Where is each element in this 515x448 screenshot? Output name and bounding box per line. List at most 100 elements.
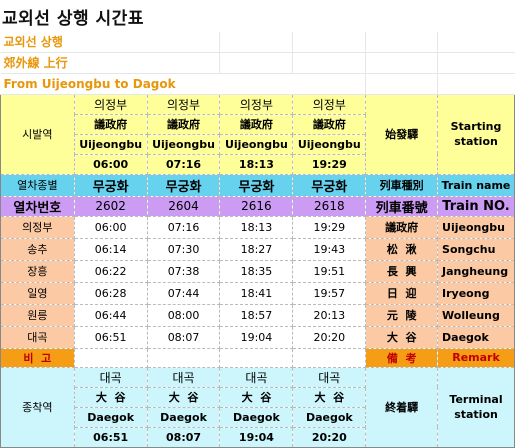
terminal-station-ko: 대곡	[219, 366, 294, 388]
terminal-station-hanja: 大 谷	[73, 386, 148, 408]
remark-label-hanja: 備 考	[365, 347, 439, 368]
stop-name-hanja: 議政府	[365, 215, 439, 239]
terminal-station-hanja: 大 谷	[292, 386, 367, 408]
terminal-time: 20:20	[292, 426, 367, 448]
terminal-station-ko: 대곡	[292, 366, 367, 388]
terminal-station-en: Daegok	[73, 406, 148, 428]
page-title: 교외선 상행 시간표	[2, 9, 144, 29]
stop-time: 19:43	[292, 237, 367, 261]
terminal-station-en: Daegok	[292, 406, 367, 428]
stop-time: 08:07	[146, 325, 221, 349]
train-type-value: 무궁화	[73, 173, 148, 197]
stop-time: 06:14	[73, 237, 148, 261]
stop-name-hanja: 松 湫	[365, 237, 439, 261]
train-type-label: 열차종별	[0, 173, 75, 197]
stop-time: 06:51	[73, 325, 148, 349]
stop-name-ko: 일영	[0, 281, 75, 305]
origin-station-hanja: 議政府	[73, 113, 148, 135]
origin-station-hanja: 議政府	[146, 113, 221, 135]
train-type-value: 무궁화	[146, 173, 221, 197]
stop-time: 06:44	[73, 303, 148, 327]
terminal-station-hanja: 大 谷	[219, 386, 294, 408]
stop-time: 18:57	[219, 303, 294, 327]
terminal-label-en: Terminal station	[437, 366, 515, 448]
train-no-value: 2604	[146, 195, 221, 217]
header-line-en: From Uijeongbu to Dagok	[0, 73, 293, 95]
stop-time: 07:44	[146, 281, 221, 305]
stop-name-en: Wolleung	[437, 303, 515, 327]
train-type-label-hanja: 列車種別	[365, 173, 439, 197]
stop-time: 07:38	[146, 259, 221, 283]
train-no-label-en: Train NO.	[437, 195, 515, 217]
origin-time: 07:16	[146, 153, 221, 175]
remark-label-en: Remark	[437, 347, 515, 368]
stop-time: 06:28	[73, 281, 148, 305]
stop-name-ko: 송추	[0, 237, 75, 261]
stop-name-hanja: 日 迎	[365, 281, 439, 305]
remark-cell	[73, 347, 148, 368]
stop-name-hanja: 大 谷	[365, 325, 439, 349]
stop-time: 18:13	[219, 215, 294, 239]
stop-name-ko: 의정부	[0, 215, 75, 239]
terminal-label: 종착역	[0, 366, 75, 448]
stop-name-ko: 장흥	[0, 259, 75, 283]
terminal-station-ko: 대곡	[73, 366, 148, 388]
stop-time: 20:13	[292, 303, 367, 327]
stop-time: 07:16	[146, 215, 221, 239]
stop-name-en: Daegok	[437, 325, 515, 349]
stop-time: 18:27	[219, 237, 294, 261]
terminal-station-en: Daegok	[146, 406, 221, 428]
origin-station-hanja: 議政府	[292, 113, 367, 135]
stop-time: 08:00	[146, 303, 221, 327]
stop-name-hanja: 元 陵	[365, 303, 439, 327]
header-line-ko: 교외선 상행	[0, 32, 148, 53]
remark-cell	[146, 347, 221, 368]
origin-time: 19:29	[292, 153, 367, 175]
terminal-time: 19:04	[219, 426, 294, 448]
terminal-time: 08:07	[146, 426, 221, 448]
terminal-label-hanja: 終着驛	[365, 366, 439, 448]
terminal-station-ko: 대곡	[146, 366, 221, 388]
train-type-value: 무궁화	[292, 173, 367, 197]
train-no-value: 2602	[73, 195, 148, 217]
stop-time: 19:57	[292, 281, 367, 305]
timetable: 교외선 상행 郊外線 上行 From Uijeongbu to Dagok 시발…	[0, 32, 515, 448]
train-no-value: 2618	[292, 195, 367, 217]
stop-name-en: Songchu	[437, 237, 515, 261]
train-no-label-hanja: 列車番號	[365, 195, 439, 217]
stop-time: 18:35	[219, 259, 294, 283]
origin-station-ko: 의정부	[73, 93, 148, 115]
remark-label: 비 고	[0, 347, 75, 368]
remark-cell	[292, 347, 367, 368]
stop-time: 06:00	[73, 215, 148, 239]
origin-station-en: Uijeongbu	[146, 133, 221, 155]
stop-name-hanja: 長 興	[365, 259, 439, 283]
origin-label-hanja: 始發驛	[365, 93, 439, 175]
stop-name-en: Iryeong	[437, 281, 515, 305]
origin-station-en: Uijeongbu	[292, 133, 367, 155]
origin-station-ko: 의정부	[292, 93, 367, 115]
terminal-time: 06:51	[73, 426, 148, 448]
timetable-sheet: 교외선 상행 郊外線 上行 From Uijeongbu to Dagok 시발…	[0, 32, 515, 448]
origin-time: 06:00	[73, 153, 148, 175]
stop-time: 20:20	[292, 325, 367, 349]
remark-cell	[219, 347, 294, 368]
stop-time: 19:29	[292, 215, 367, 239]
stop-time: 19:51	[292, 259, 367, 283]
origin-label-en: Starting station	[437, 93, 515, 175]
origin-station-ko: 의정부	[219, 93, 294, 115]
terminal-station-hanja: 大 谷	[146, 386, 221, 408]
train-type-value: 무궁화	[219, 173, 294, 197]
terminal-station-en: Daegok	[219, 406, 294, 428]
origin-time: 18:13	[219, 153, 294, 175]
stop-time: 06:22	[73, 259, 148, 283]
stop-time: 18:41	[219, 281, 294, 305]
origin-station-en: Uijeongbu	[73, 133, 148, 155]
stop-name-en: Jangheung	[437, 259, 515, 283]
origin-station-hanja: 議政府	[219, 113, 294, 135]
train-no-label: 열차번호	[0, 195, 75, 217]
origin-label: 시발역	[0, 93, 75, 175]
stop-time: 19:04	[219, 325, 294, 349]
train-type-label-en: Train name	[437, 173, 515, 197]
stop-time: 07:30	[146, 237, 221, 261]
